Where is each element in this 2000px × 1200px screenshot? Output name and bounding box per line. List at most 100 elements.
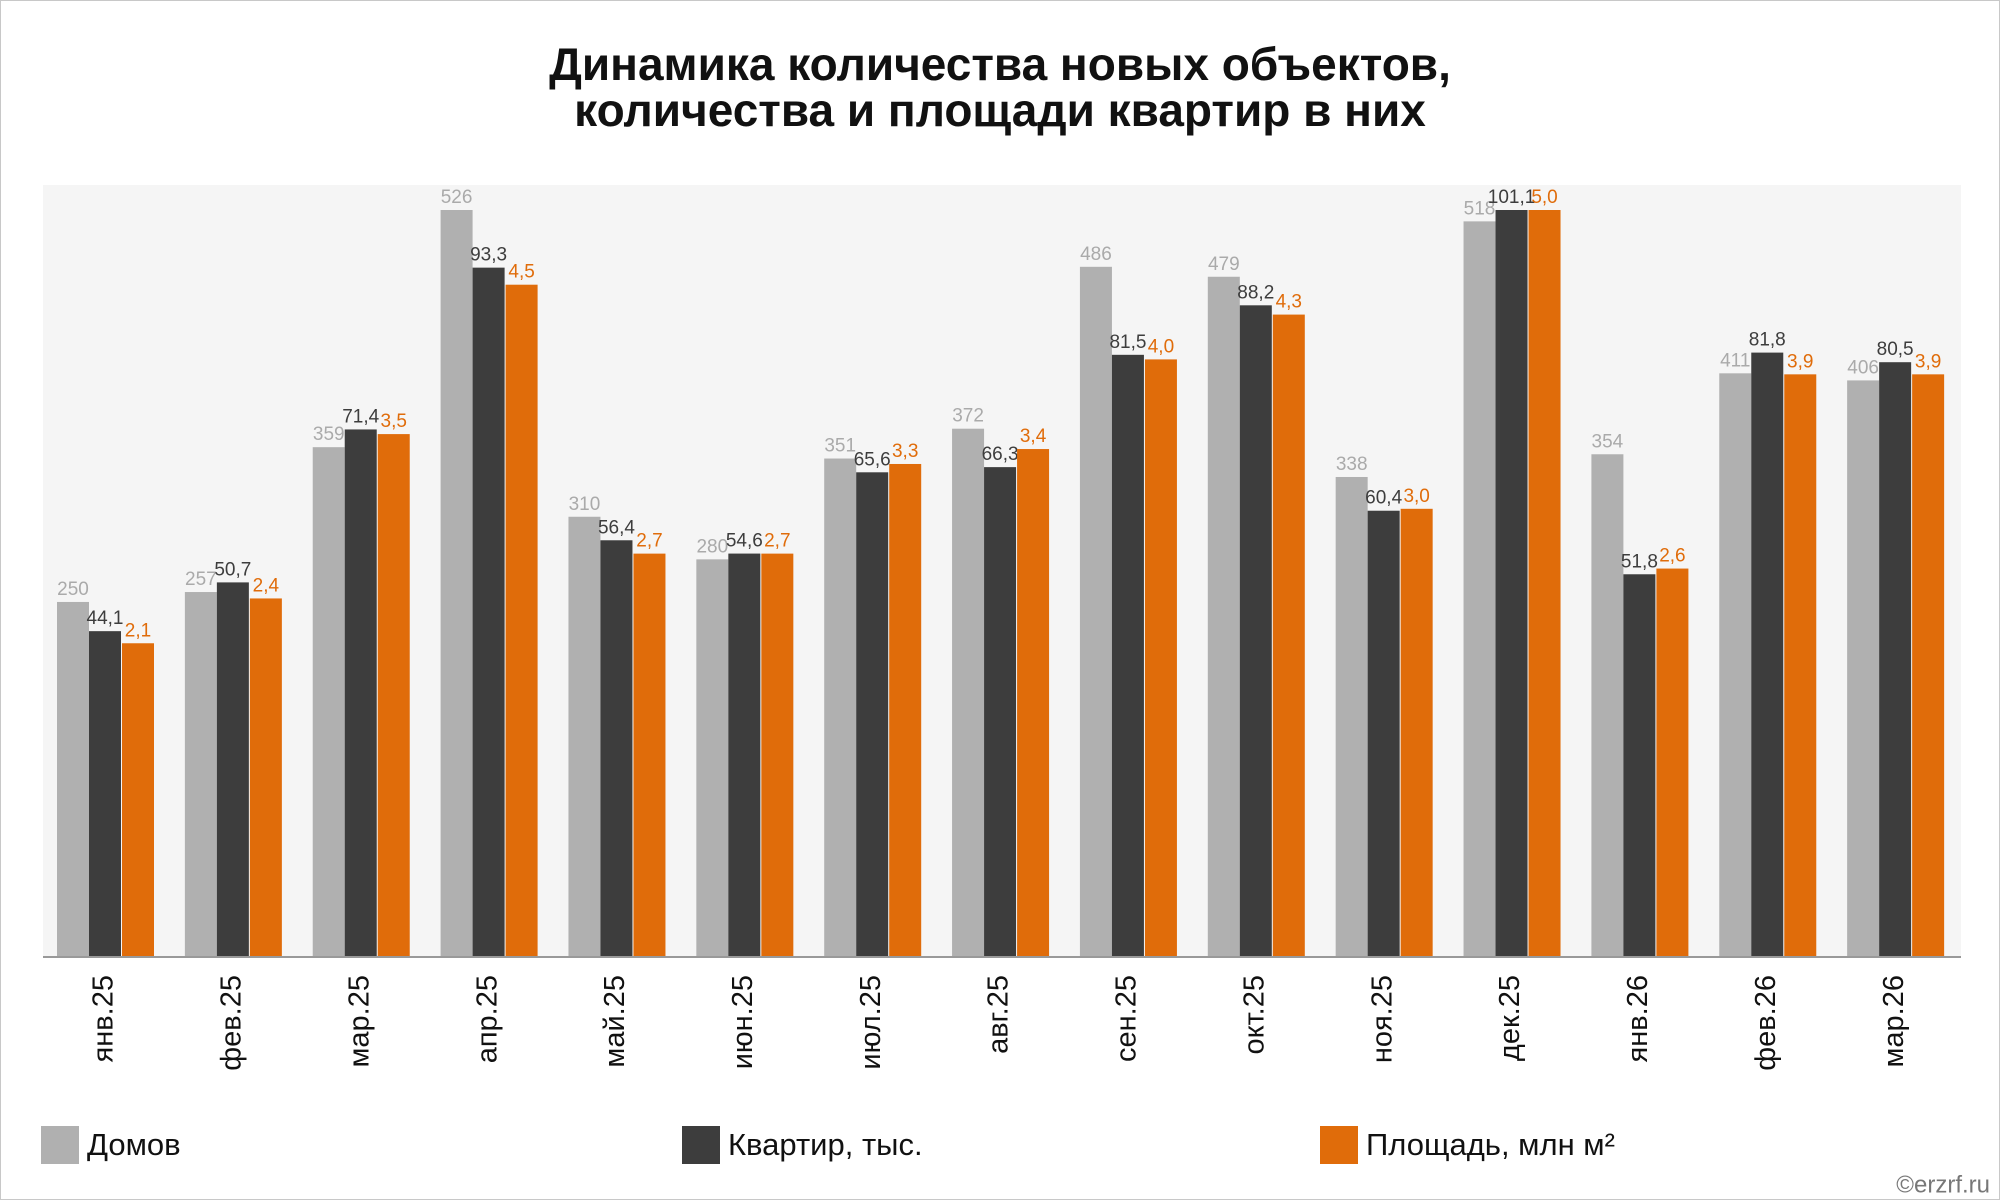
legend-swatch — [682, 1126, 720, 1164]
bar — [249, 598, 282, 957]
value-label: 71,4 — [342, 406, 379, 427]
value-label: 44,1 — [87, 608, 124, 629]
value-label: 5,0 — [1531, 187, 1557, 208]
bar — [1239, 305, 1272, 957]
bar — [505, 284, 538, 957]
value-label: 4,5 — [508, 262, 534, 283]
bar — [472, 267, 505, 957]
value-label: 2,1 — [125, 620, 151, 641]
legend-label: Домов — [87, 1127, 181, 1162]
bar — [1623, 574, 1656, 957]
value-label: 338 — [1336, 454, 1368, 475]
legend-label: Квартир, тыс. — [728, 1127, 923, 1162]
value-label: 88,2 — [1237, 282, 1274, 303]
value-label: 526 — [441, 187, 473, 208]
value-label: 66,3 — [982, 444, 1019, 465]
x-tick-label: авг.25 — [983, 975, 1015, 1054]
x-tick-label: май.25 — [599, 975, 631, 1068]
bar — [1528, 210, 1561, 957]
bar — [1079, 266, 1112, 957]
x-tick-label: мар.26 — [1878, 975, 1910, 1068]
bar — [1751, 352, 1784, 957]
value-label: 2,4 — [253, 575, 280, 596]
bar — [952, 428, 985, 957]
value-label: 4,0 — [1148, 336, 1174, 357]
value-label: 3,5 — [381, 411, 407, 432]
bar — [889, 463, 922, 957]
x-tick-label: сен.25 — [1111, 975, 1143, 1062]
value-label: 280 — [696, 536, 728, 557]
value-label: 54,6 — [726, 531, 763, 552]
value-label: 50,7 — [214, 559, 251, 580]
bar — [1784, 374, 1817, 958]
bar — [1335, 476, 1368, 957]
bar — [633, 553, 666, 957]
value-label: 65,6 — [854, 449, 891, 470]
value-label: 56,4 — [598, 517, 635, 538]
x-tick-label: окт.25 — [1238, 975, 1270, 1055]
bar — [1400, 508, 1433, 957]
bar — [89, 631, 121, 957]
bar — [1463, 221, 1496, 958]
value-label: 3,9 — [1915, 351, 1941, 372]
bar — [568, 516, 601, 957]
bar — [1719, 373, 1752, 957]
value-label: 2,7 — [636, 531, 662, 552]
x-tick-label: мар.25 — [343, 975, 375, 1068]
bar — [1111, 354, 1144, 958]
value-label: 2,6 — [1659, 546, 1685, 567]
value-label: 250 — [57, 579, 89, 600]
value-label: 479 — [1208, 254, 1240, 275]
x-tick-label: июл.25 — [855, 975, 887, 1070]
value-label: 81,8 — [1749, 330, 1786, 351]
value-label: 3,9 — [1787, 351, 1813, 372]
bar — [1144, 359, 1177, 957]
value-label: 518 — [1464, 198, 1496, 219]
x-tick-label: фев.25 — [216, 975, 248, 1071]
value-label: 3,0 — [1403, 486, 1429, 507]
bar — [1495, 210, 1528, 957]
legend-label: Площадь, млн м² — [1366, 1127, 1615, 1162]
bar — [761, 553, 794, 957]
bar — [696, 559, 729, 957]
value-label: 51,8 — [1621, 551, 1658, 572]
value-label: 257 — [185, 569, 217, 590]
value-label: 4,3 — [1276, 292, 1302, 313]
value-label: 372 — [952, 406, 984, 427]
value-label: 3,3 — [892, 441, 918, 462]
bar — [1591, 454, 1624, 957]
bar — [856, 472, 889, 957]
bar — [824, 458, 857, 957]
x-tick-label: ноя.25 — [1366, 975, 1398, 1063]
value-label: 310 — [569, 494, 601, 515]
bar — [184, 592, 217, 957]
bar — [122, 643, 154, 957]
bar — [312, 447, 345, 957]
bar — [984, 467, 1017, 957]
value-label: 351 — [824, 436, 856, 457]
x-tick-label: апр.25 — [471, 975, 503, 1063]
x-tick-label: янв.26 — [1622, 975, 1654, 1062]
value-label: 80,5 — [1877, 339, 1914, 360]
bar — [1847, 380, 1880, 958]
bar — [600, 540, 633, 957]
bar — [57, 601, 89, 957]
bar — [728, 553, 761, 957]
x-tick-label: фев.26 — [1750, 975, 1782, 1071]
value-label: 354 — [1592, 431, 1624, 452]
bar — [440, 210, 473, 957]
bar — [1207, 276, 1240, 957]
bar — [1272, 314, 1305, 958]
x-tick-label: июн.25 — [727, 975, 759, 1069]
bar — [1912, 374, 1945, 958]
x-tick-label: янв.25 — [88, 975, 120, 1062]
value-label: 60,4 — [1365, 488, 1402, 509]
bar — [344, 429, 377, 958]
bar — [216, 582, 249, 957]
bar — [377, 434, 410, 958]
value-label: 81,5 — [1109, 332, 1146, 353]
value-label: 2,7 — [764, 531, 790, 552]
x-tick-label: дек.25 — [1494, 975, 1526, 1061]
value-label: 411 — [1720, 350, 1750, 371]
